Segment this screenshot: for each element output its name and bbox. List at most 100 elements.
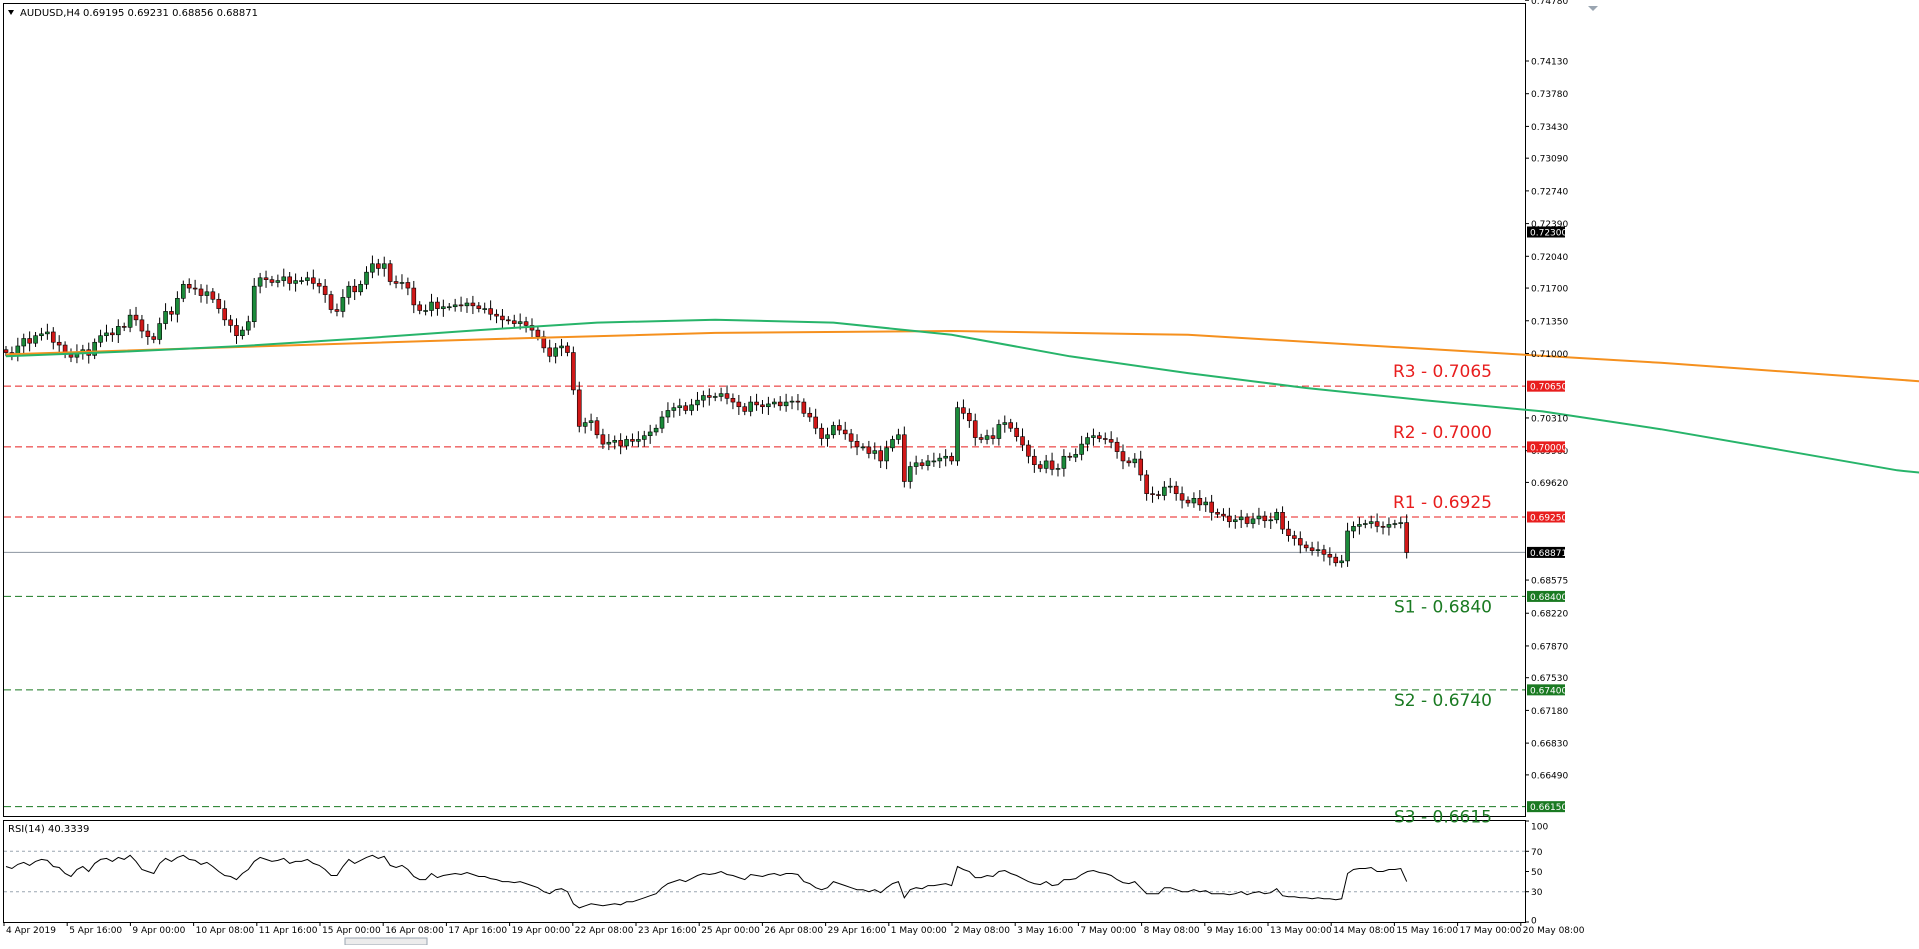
bull-candle-body [712,396,718,398]
time-tick-label: 26 Apr 08:00 [764,926,823,936]
bear-candle-body [511,320,517,324]
bull-candle-body [281,276,287,281]
bull-candle-body [647,431,653,436]
candle [1244,513,1250,528]
bull-candle-body [429,301,434,311]
bear-candle-body [234,325,239,337]
candle [600,428,606,449]
candle [943,449,948,467]
bull-candle-body [606,441,612,445]
bear-candle-body [186,284,192,289]
candle [1156,490,1161,500]
bear-candle-body [848,433,854,442]
candle [742,402,748,416]
bull-candle-body [517,321,523,324]
bear-candle-body [405,282,411,289]
candle [825,427,830,447]
bear-candle-body [1102,438,1108,440]
candle [405,277,411,296]
candle [192,279,198,295]
candle [1073,448,1079,463]
level-price-tag: 0.66150 [1530,803,1567,813]
candle [145,323,151,345]
candle [251,277,257,328]
candle [511,314,517,329]
time-tick-label: 16 Apr 08:00 [385,926,444,936]
time-tick-label: 15 May 16:00 [1396,926,1458,936]
price-tick-label: 0.72040 [1531,253,1568,263]
candle [866,440,872,459]
bull-candle-body [996,424,1002,439]
bear-candle-body [328,294,334,310]
candle [955,401,960,466]
candle [689,398,694,416]
window-arrow-icon[interactable] [1588,6,1598,11]
candle [872,442,878,460]
candle [630,433,635,447]
candle [246,315,251,335]
bull-candle-body [346,285,352,298]
bull-candle-body [1091,435,1096,438]
candle [576,381,582,433]
candle [736,394,742,415]
candle [411,280,417,314]
candle [1345,522,1350,567]
candle [1398,516,1404,529]
candle [494,309,499,324]
candle [748,396,753,417]
candle [181,280,186,303]
level-label-s1: S1 - 0.6840 [1394,597,1492,617]
candle [198,284,204,303]
bear-candle-body [1067,455,1073,458]
candle [482,302,488,314]
price-tick-label: 0.74130 [1531,57,1568,67]
candle [1079,435,1084,461]
bear-candle-body [476,305,482,309]
candle [907,461,913,489]
bear-candle-body [961,407,966,414]
candle [381,256,387,277]
bull-candle-body [913,462,919,467]
time-tick-label: 5 Apr 16:00 [69,926,122,936]
bull-candle-body [1167,485,1173,488]
bull-candle-body [825,434,830,439]
candle [754,393,759,411]
bear-candle-body [139,319,145,332]
chart-scroll-tab[interactable] [344,937,428,946]
bear-candle-body [1156,494,1161,496]
candle [346,281,352,305]
bull-candle-body [246,321,251,331]
bear-candle-body [972,420,978,438]
rsi-series: 100 70 50 30 0 [4,820,1548,927]
level-label-s3: S3 - 0.6615 [1394,808,1492,828]
candle [1268,512,1274,529]
moving-averages [5,318,1919,474]
collapse-arrow-icon[interactable] [8,10,14,15]
time-tick-label: 13 May 00:00 [1270,926,1332,936]
level-price-tag: 0.70650 [1530,383,1567,393]
bull-candle-body [127,314,133,328]
candle [1055,463,1061,477]
bear-candle-body [210,291,216,300]
bear-candle-body [842,429,848,435]
time-tick-label: 1 May 00:00 [891,926,947,936]
time-tick-label: 9 Apr 00:00 [132,926,185,936]
candle [819,423,824,446]
bull-candle-body [890,439,895,449]
level-price-tag: 0.68400 [1530,593,1567,603]
candle [358,280,363,296]
price-tick-label: 0.66830 [1531,740,1568,750]
bear-candle-body [1374,521,1380,527]
bull-candle-body [39,333,44,337]
candle [771,398,777,408]
candle [1250,512,1256,529]
candle [890,435,895,452]
bear-candle-body [878,450,883,462]
candle [1303,541,1309,552]
bull-candle-body [1162,486,1167,496]
candle [647,424,653,444]
candle [807,407,813,422]
price-tick-label: 0.71700 [1531,285,1568,295]
